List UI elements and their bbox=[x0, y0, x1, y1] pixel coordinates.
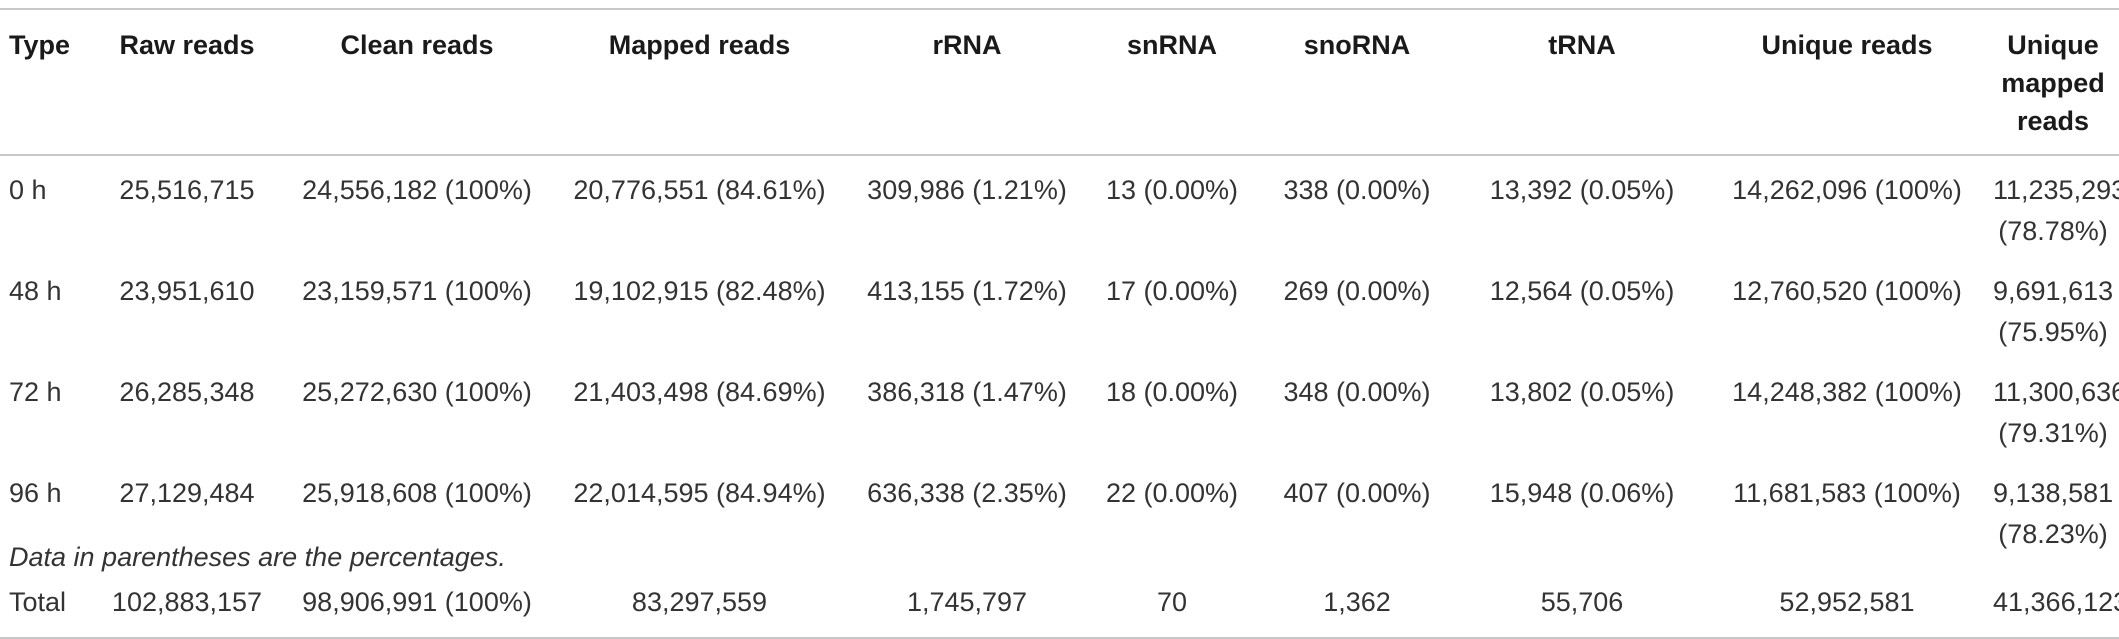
table-row: 0 h 25,516,715 24,556,182 (100%) 20,776,… bbox=[0, 155, 2119, 261]
cell-type: Total bbox=[9, 587, 67, 617]
cell-unique-reads: 11,681,583 (100%) bbox=[1733, 478, 1961, 508]
header-snorna: snoRNA bbox=[1303, 30, 1411, 60]
table-row-total: Total 102,883,157 98,906,991 (100%) 83,2… bbox=[0, 564, 2119, 638]
cell-type: 96 h bbox=[9, 478, 62, 508]
cell-mapped-reads: 21,403,498 (84.69%) bbox=[573, 377, 826, 407]
cell-raw-reads: 25,516,715 bbox=[119, 175, 255, 205]
header-unique-mapped-reads: Unique mapped reads bbox=[2001, 30, 2105, 136]
cell-mapped-reads: 20,776,551 (84.61%) bbox=[573, 175, 826, 205]
cell-snrna: 70 bbox=[1156, 587, 1188, 617]
cell-rrna: 413,155 (1.72%) bbox=[867, 276, 1067, 306]
cell-rrna: 636,338 (2.35%) bbox=[867, 478, 1067, 508]
header-rrna: rRNA bbox=[932, 30, 1002, 60]
cell-type: 72 h bbox=[9, 377, 62, 407]
cell-snorna: 1,362 bbox=[1323, 587, 1391, 617]
cell-unique-mapped-reads: 9,691,613 (75.95%) bbox=[1993, 276, 2114, 347]
header-unique-reads: Unique reads bbox=[1761, 30, 1933, 60]
header-snrna: snRNA bbox=[1126, 30, 1217, 60]
cell-snrna: 22 (0.00%) bbox=[1105, 478, 1239, 508]
header-mapped-reads: Mapped reads bbox=[608, 30, 791, 60]
cell-snorna: 338 (0.00%) bbox=[1283, 175, 1431, 205]
cell-unique-reads: 14,262,096 (100%) bbox=[1732, 175, 1962, 205]
cell-unique-mapped-reads: 41,366,123 bbox=[1993, 587, 2119, 617]
cell-snrna: 18 (0.00%) bbox=[1105, 377, 1239, 407]
cell-mapped-reads: 83,297,559 bbox=[631, 587, 768, 617]
cell-unique-reads: 52,952,581 bbox=[1779, 587, 1915, 617]
table-footnote: Data in parentheses are the percentages. bbox=[9, 542, 506, 572]
cell-unique-reads: 14,248,382 (100%) bbox=[1732, 377, 1962, 407]
cell-unique-mapped-reads: 11,235,293 (78.78%) bbox=[1993, 175, 2119, 246]
cell-clean-reads: 25,918,608 (100%) bbox=[302, 478, 532, 508]
header-row: Type Raw reads Clean reads Mapped reads … bbox=[0, 9, 2119, 155]
cell-unique-mapped-reads: 11,300,636 (79.31%) bbox=[1993, 377, 2119, 448]
cell-mapped-reads: 19,102,915 (82.48%) bbox=[573, 276, 826, 306]
header-raw-reads: Raw reads bbox=[119, 30, 255, 60]
cell-unique-mapped-reads: 9,138,581 (78.23%) bbox=[1993, 478, 2114, 549]
cell-type: 48 h bbox=[9, 276, 62, 306]
cell-rrna: 309,986 (1.21%) bbox=[867, 175, 1067, 205]
cell-clean-reads: 24,556,182 (100%) bbox=[302, 175, 532, 205]
cell-trna: 13,802 (0.05%) bbox=[1489, 377, 1675, 407]
cell-rrna: 1,745,797 bbox=[906, 587, 1028, 617]
cell-raw-reads: 102,883,157 bbox=[111, 587, 263, 617]
table-header: Type Raw reads Clean reads Mapped reads … bbox=[0, 9, 2119, 155]
cell-snorna: 269 (0.00%) bbox=[1283, 276, 1431, 306]
data-table-container: Type Raw reads Clean reads Mapped reads … bbox=[0, 9, 2119, 638]
header-clean-reads: Clean reads bbox=[340, 30, 494, 60]
cell-rrna: 386,318 (1.47%) bbox=[867, 377, 1067, 407]
cell-snrna: 13 (0.00%) bbox=[1105, 175, 1239, 205]
table-row: 48 h 23,951,610 23,159,571 (100%) 19,102… bbox=[0, 261, 2119, 362]
cell-unique-reads: 12,760,520 (100%) bbox=[1732, 276, 1962, 306]
cell-clean-reads: 23,159,571 (100%) bbox=[302, 276, 532, 306]
header-type: Type bbox=[9, 30, 71, 60]
cell-trna: 12,564 (0.05%) bbox=[1489, 276, 1675, 306]
table-row: 96 h 27,129,484 25,918,608 (100%) 22,014… bbox=[0, 463, 2119, 564]
cell-mapped-reads: 22,014,595 (84.94%) bbox=[573, 478, 826, 508]
cell-type: 0 h bbox=[9, 175, 47, 205]
cell-raw-reads: 23,951,610 bbox=[119, 276, 255, 306]
cell-trna: 15,948 (0.06%) bbox=[1489, 478, 1675, 508]
cell-raw-reads: 26,285,348 bbox=[119, 377, 255, 407]
cell-snorna: 407 (0.00%) bbox=[1283, 478, 1431, 508]
cell-trna: 55,706 bbox=[1540, 587, 1624, 617]
cell-snorna: 348 (0.00%) bbox=[1283, 377, 1431, 407]
cell-clean-reads: 98,906,991 (100%) bbox=[302, 587, 532, 617]
table-row: 72 h 26,285,348 25,272,630 (100%) 21,403… bbox=[0, 362, 2119, 463]
cell-trna: 13,392 (0.05%) bbox=[1489, 175, 1675, 205]
cell-raw-reads: 27,129,484 bbox=[119, 478, 255, 508]
cell-snrna: 17 (0.00%) bbox=[1105, 276, 1239, 306]
cell-clean-reads: 25,272,630 (100%) bbox=[302, 377, 532, 407]
header-trna: tRNA bbox=[1548, 30, 1616, 60]
